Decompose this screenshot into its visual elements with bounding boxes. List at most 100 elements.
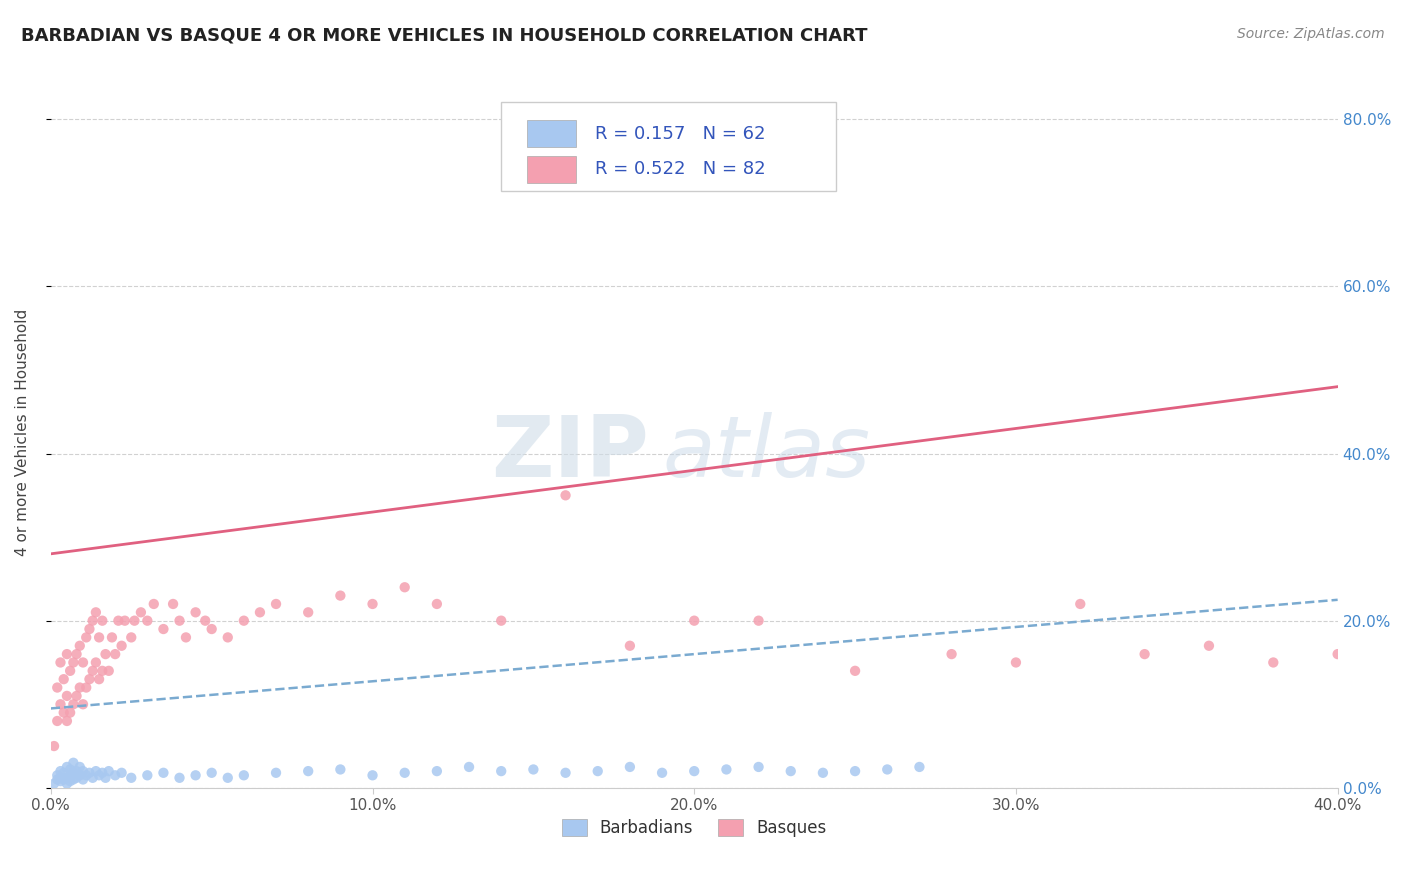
Point bbox=[56, 777, 79, 791]
Point bbox=[49, 774, 72, 789]
Point bbox=[87, 672, 110, 686]
Point bbox=[779, 764, 801, 778]
Point bbox=[65, 647, 87, 661]
Point bbox=[114, 614, 136, 628]
Point bbox=[217, 771, 239, 785]
Point bbox=[1263, 656, 1285, 670]
Point bbox=[42, 739, 65, 753]
Point bbox=[748, 614, 770, 628]
Point bbox=[59, 763, 82, 777]
Point bbox=[489, 614, 512, 628]
Point bbox=[82, 614, 104, 628]
Y-axis label: 4 or more Vehicles in Household: 4 or more Vehicles in Household bbox=[15, 309, 30, 557]
Point bbox=[65, 689, 87, 703]
Point bbox=[232, 614, 254, 628]
Point bbox=[97, 764, 120, 778]
Point bbox=[586, 764, 609, 778]
Point bbox=[941, 647, 963, 661]
Point bbox=[1326, 647, 1348, 661]
Point bbox=[82, 771, 104, 785]
Point bbox=[129, 605, 152, 619]
Legend: Barbadians, Basques: Barbadians, Basques bbox=[555, 812, 834, 844]
Point bbox=[79, 672, 101, 686]
Point bbox=[136, 614, 159, 628]
Point bbox=[65, 764, 87, 778]
Point bbox=[49, 698, 72, 712]
Point bbox=[91, 664, 114, 678]
Point bbox=[52, 672, 75, 686]
Point bbox=[75, 768, 97, 782]
Point bbox=[84, 764, 107, 778]
Point bbox=[1069, 597, 1091, 611]
Point bbox=[194, 614, 217, 628]
Point bbox=[107, 614, 129, 628]
Point bbox=[1005, 656, 1028, 670]
Point bbox=[42, 777, 65, 791]
Point bbox=[56, 760, 79, 774]
Point bbox=[184, 605, 207, 619]
Point bbox=[489, 764, 512, 778]
Point bbox=[52, 706, 75, 720]
Point bbox=[91, 765, 114, 780]
Point bbox=[69, 760, 91, 774]
Point bbox=[426, 597, 449, 611]
Point bbox=[458, 760, 481, 774]
Point bbox=[75, 681, 97, 695]
Point bbox=[876, 763, 898, 777]
Point bbox=[101, 631, 124, 645]
Point bbox=[49, 656, 72, 670]
Point bbox=[52, 765, 75, 780]
Point bbox=[844, 664, 866, 678]
Point bbox=[104, 768, 127, 782]
Point bbox=[46, 768, 69, 782]
Point bbox=[59, 706, 82, 720]
Point bbox=[329, 589, 352, 603]
Point bbox=[426, 764, 449, 778]
Point bbox=[264, 765, 287, 780]
Point bbox=[46, 772, 69, 787]
Point bbox=[75, 631, 97, 645]
Point bbox=[162, 597, 184, 611]
Point bbox=[683, 614, 706, 628]
Point bbox=[87, 631, 110, 645]
Point bbox=[91, 614, 114, 628]
Point bbox=[201, 622, 224, 636]
Point bbox=[110, 639, 132, 653]
Point bbox=[748, 760, 770, 774]
Text: R = 0.522   N = 82: R = 0.522 N = 82 bbox=[595, 160, 766, 178]
Point bbox=[79, 622, 101, 636]
Point bbox=[52, 772, 75, 787]
Point bbox=[361, 768, 384, 782]
Point bbox=[142, 597, 165, 611]
Text: Source: ZipAtlas.com: Source: ZipAtlas.com bbox=[1237, 27, 1385, 41]
Point bbox=[84, 656, 107, 670]
Point bbox=[46, 681, 69, 695]
Point bbox=[84, 605, 107, 619]
Point bbox=[56, 689, 79, 703]
Point bbox=[104, 647, 127, 661]
Text: atlas: atlas bbox=[662, 412, 870, 495]
Point bbox=[94, 771, 117, 785]
Point bbox=[394, 765, 416, 780]
Point bbox=[72, 764, 94, 778]
Point bbox=[169, 614, 191, 628]
Point bbox=[49, 764, 72, 778]
Point bbox=[72, 772, 94, 787]
FancyBboxPatch shape bbox=[501, 103, 835, 191]
Point bbox=[297, 605, 319, 619]
Text: R = 0.157   N = 62: R = 0.157 N = 62 bbox=[595, 125, 766, 143]
Point bbox=[56, 647, 79, 661]
Point bbox=[201, 765, 224, 780]
FancyBboxPatch shape bbox=[527, 120, 576, 147]
Point bbox=[46, 714, 69, 728]
Point bbox=[62, 656, 84, 670]
Point bbox=[394, 580, 416, 594]
Point bbox=[683, 764, 706, 778]
Point bbox=[72, 698, 94, 712]
Point bbox=[124, 614, 146, 628]
Point bbox=[62, 756, 84, 770]
Point bbox=[619, 639, 641, 653]
Point bbox=[65, 771, 87, 785]
Point bbox=[49, 771, 72, 785]
Point bbox=[69, 768, 91, 782]
